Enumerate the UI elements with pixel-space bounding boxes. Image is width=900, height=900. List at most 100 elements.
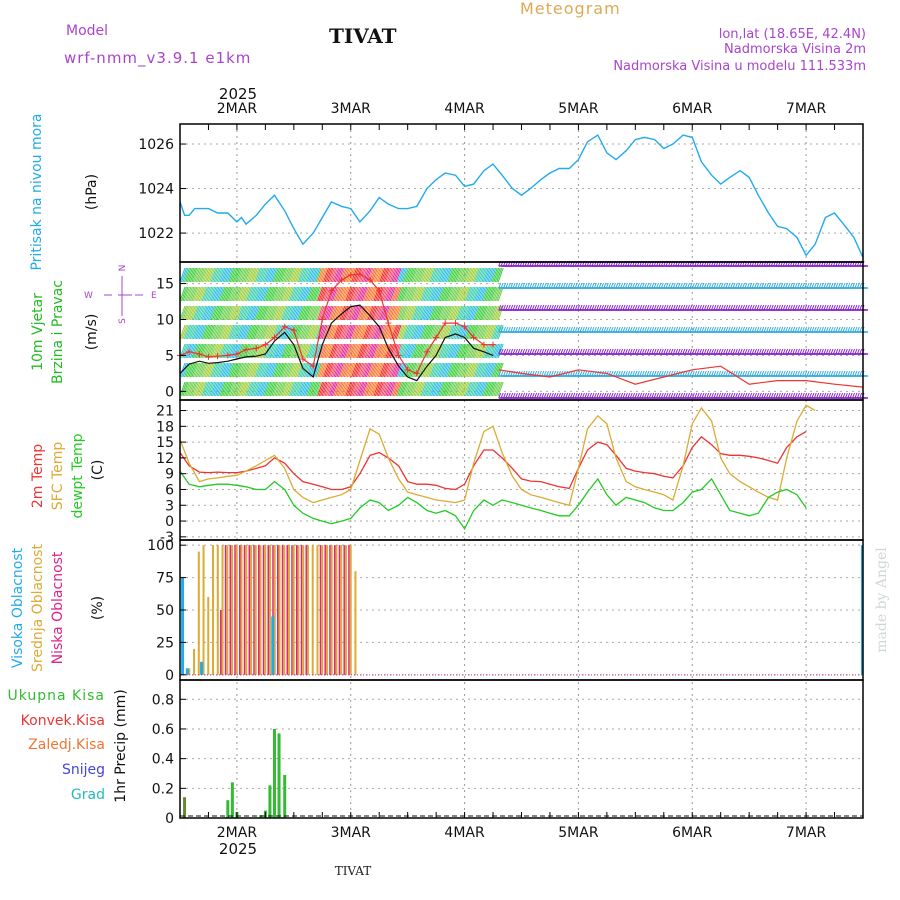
- wind-barb: [813, 392, 817, 399]
- wind-barb: [541, 348, 545, 355]
- wind-barb: [246, 381, 253, 397]
- wind-barb: [703, 370, 707, 377]
- wind-barb: [188, 267, 195, 283]
- wind-barb: [722, 282, 726, 289]
- wind-barb: [730, 282, 734, 289]
- wind-barb: [447, 343, 454, 359]
- wind-barb: [737, 282, 741, 289]
- wind-barb: [309, 343, 316, 359]
- wind-barb: [206, 267, 213, 283]
- wind-barb: [434, 305, 441, 321]
- wind-barb: [407, 286, 414, 302]
- wind-barb: [204, 362, 211, 378]
- wind-barb: [830, 304, 834, 311]
- wind-barb: [746, 392, 750, 399]
- compass-north: N: [118, 265, 128, 272]
- wind-barb: [265, 305, 272, 321]
- wind-barb: [272, 267, 279, 283]
- wind-barb: [417, 305, 424, 321]
- wind-barb: [361, 381, 368, 397]
- temp-tick-label: 3: [165, 498, 174, 514]
- wind-barb: [411, 362, 418, 378]
- wind-barb: [210, 286, 217, 302]
- wind-barb: [244, 267, 251, 283]
- wind-barb: [581, 304, 585, 311]
- wind-barb: [200, 343, 207, 359]
- wind-barb: [394, 305, 401, 321]
- wind-barb: [813, 370, 817, 377]
- wind-barb: [286, 381, 293, 397]
- wind-barb: [852, 370, 855, 377]
- wind-barb: [280, 267, 287, 283]
- wind-barb: [305, 286, 312, 302]
- wind-barb: [228, 286, 235, 302]
- wind-barb: [450, 324, 457, 340]
- wind-barb: [345, 286, 352, 302]
- wind-barb: [300, 324, 307, 340]
- wind-barb: [216, 362, 223, 378]
- wind-barb: [763, 348, 767, 355]
- wind-barb: [339, 324, 346, 340]
- wind-barb: [380, 286, 387, 302]
- wind-barb: [422, 343, 429, 359]
- wind-barb: [426, 381, 433, 397]
- wind-barb: [703, 304, 707, 311]
- wind-barb: [405, 305, 412, 321]
- day-label-top: 2MAR: [217, 101, 258, 117]
- wind-barb: [497, 286, 504, 302]
- wind-barb: [311, 381, 318, 397]
- wind-barb: [454, 381, 461, 397]
- wind-barb: [538, 392, 542, 399]
- wind-barb: [294, 286, 301, 302]
- wind-barb: [620, 370, 624, 377]
- wind-barb: [215, 381, 221, 397]
- wind-barb: [531, 326, 535, 333]
- wind-barb: [257, 267, 264, 283]
- wind-barb: [558, 282, 561, 289]
- wind-barb: [370, 324, 377, 340]
- wind-barb: [706, 326, 710, 333]
- wind-barb: [478, 267, 485, 283]
- wind-barb: [246, 267, 253, 283]
- wind-barb: [636, 392, 640, 399]
- wind-barb: [420, 324, 427, 340]
- wind-barb: [241, 305, 248, 321]
- wind-barb: [725, 326, 729, 333]
- wind-barb: [413, 267, 420, 283]
- wind-barb: [386, 362, 393, 378]
- wind-barb: [340, 305, 347, 321]
- wind-barb: [847, 370, 851, 377]
- wind-barb: [679, 304, 683, 311]
- wind-barb: [687, 370, 691, 377]
- wind-barb: [797, 326, 801, 333]
- wind-barb: [377, 286, 384, 302]
- wind-barb: [754, 326, 757, 333]
- wind-barb: [538, 282, 542, 289]
- wind-barb: [212, 305, 219, 321]
- wind-barb: [410, 381, 417, 397]
- wind-barb: [320, 381, 327, 397]
- wind-barb: [457, 305, 464, 321]
- wind-barb: [306, 343, 313, 359]
- wind-barb: [244, 381, 251, 397]
- wind-barb: [323, 305, 330, 321]
- wind-barb: [252, 324, 258, 340]
- wind-barb: [388, 343, 395, 359]
- wind-barb: [524, 392, 528, 399]
- wind-barb: [210, 267, 217, 283]
- wind-barb: [272, 381, 279, 397]
- wind-barb: [656, 326, 659, 333]
- wind-barb: [342, 324, 349, 340]
- wind-barb: [408, 343, 415, 359]
- wind-barb: [754, 392, 757, 399]
- wind-barb: [367, 362, 374, 378]
- wind-barb: [840, 348, 844, 355]
- wind-barb: [632, 392, 636, 399]
- wind-barb: [241, 267, 248, 283]
- wind-barb: [476, 286, 483, 302]
- wind-barb: [361, 324, 368, 340]
- wind-barb: [191, 305, 198, 321]
- wind-barb: [305, 381, 312, 397]
- wind-barb: [240, 305, 247, 321]
- wind-barb: [490, 305, 497, 321]
